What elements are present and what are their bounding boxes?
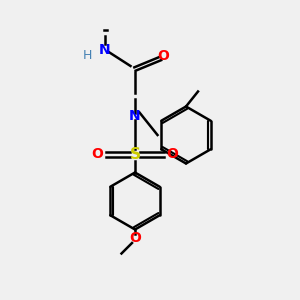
Text: N: N [99, 43, 111, 56]
Text: O: O [158, 49, 169, 62]
Text: O: O [167, 148, 178, 161]
Text: N: N [129, 109, 141, 122]
Text: O: O [92, 148, 104, 161]
Text: H: H [82, 49, 92, 62]
Text: O: O [129, 232, 141, 245]
Text: S: S [130, 147, 140, 162]
